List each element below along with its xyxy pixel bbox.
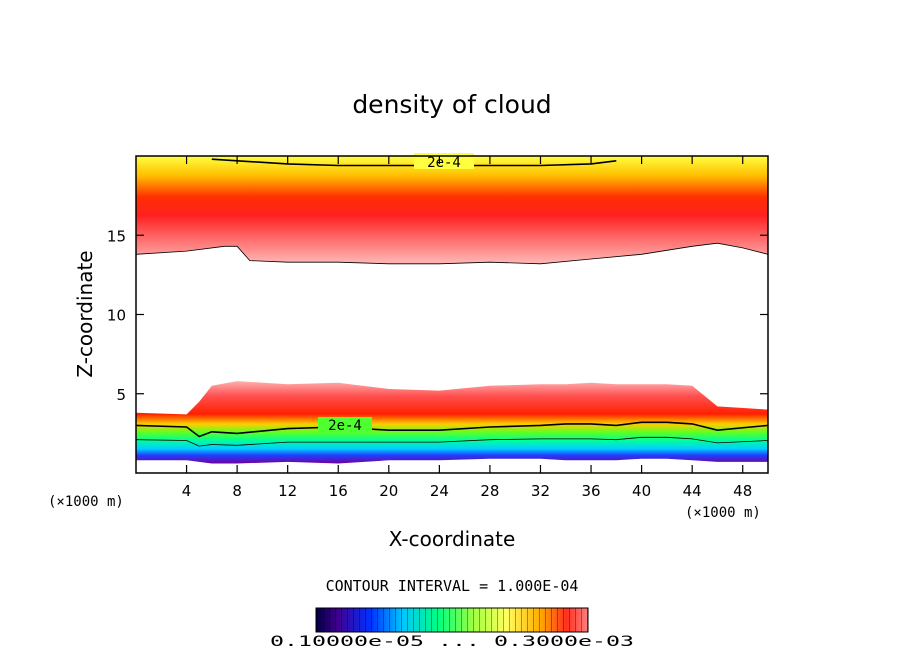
x-tick-label: 40 [632,482,651,500]
y-tick-label: 15 [107,227,126,245]
contour-line-lower-inner [136,436,768,447]
x-tick-label: 16 [329,482,348,500]
chart-title: density of cloud [352,90,551,119]
colorbar [315,607,589,633]
x-tick-label: 48 [733,482,752,500]
x-tick-label: 4 [182,482,192,500]
x-tick-label: 24 [430,482,449,500]
contour-label-lower: 2e-4 [328,418,362,434]
y-tick-label: 10 [107,307,126,325]
y-axis-ticks: 5 10 15 [107,227,768,404]
x-tick-label: 36 [581,482,600,500]
cloud-upper-layer [136,156,768,264]
upper-layer-edge [136,242,768,265]
x-tick-label: 44 [683,482,702,500]
contour-line-lower-2e-4 [136,421,768,438]
contour-interval-text: CONTOUR INTERVAL = 1.000E-04 [326,577,579,595]
y-axis-title: Z-coordinate [73,250,97,377]
x-tick-label: 28 [480,482,499,500]
x-tick-label: 12 [278,482,297,500]
x-tick-label: 20 [379,482,398,500]
x-axis-title: X-coordinate [389,527,516,551]
x-tick-label: 32 [531,482,550,500]
x-tick-label: 8 [232,482,242,500]
cloud-lower-layer [136,381,768,464]
plot-area [136,156,768,473]
colorbar-labels: 0.10000e-05 ... 0.3000e-03 [270,634,634,650]
contour-label-upper: 2e-4 [427,155,461,171]
y-tick-label: 5 [116,386,126,404]
x-unit-label-left: (×1000 m) [48,494,124,510]
x-axis-ticks: 4 8 12 16 20 24 28 32 36 40 44 48 [182,156,752,500]
x-unit-label-right: (×1000 m) [685,505,761,521]
